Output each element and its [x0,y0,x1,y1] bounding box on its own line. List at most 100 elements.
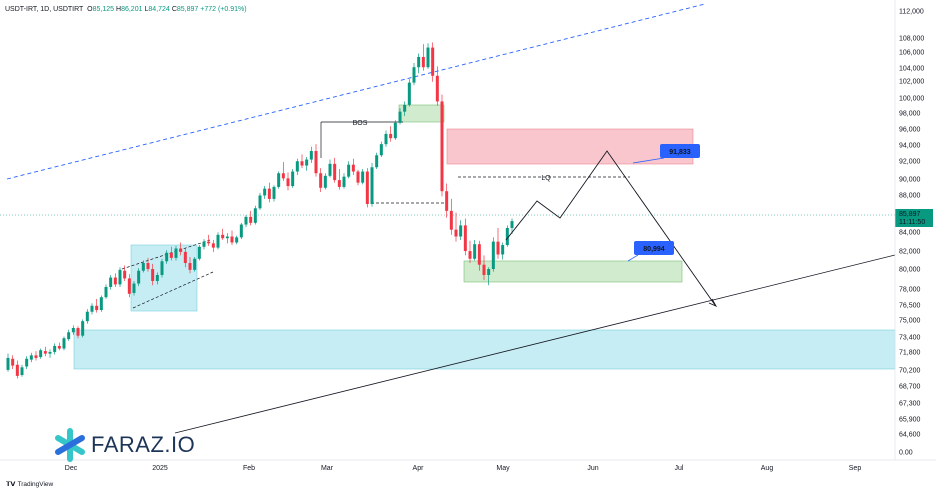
candle-body [155,274,159,281]
candle-body [225,236,229,239]
candle-body [431,47,435,76]
y-tick-label: 0.00 [899,450,913,457]
y-tick-label: 102,000 [899,79,924,86]
candle-body [235,237,239,243]
projection-path [505,150,716,306]
candle-body [137,270,141,284]
candle-body [417,56,421,68]
supply-zone [446,128,694,165]
candle-body [249,216,253,223]
candle-body [113,277,117,285]
candle-body [333,163,337,181]
candle-body [300,161,304,166]
candle-body [501,245,505,255]
candle-body [221,234,225,239]
candle-body [393,122,397,139]
y-tick-label: 88,000 [899,193,921,200]
candle-body [81,321,85,336]
candle-body [244,216,248,225]
candle-body [216,234,220,248]
faraz-logo: FARAZ.IO [53,427,195,463]
candle-body [384,133,388,145]
candle-body [319,173,323,188]
candle-body [29,355,33,360]
y-tick-label: 68,700 [899,384,921,391]
candle-body [426,47,430,68]
candle-body [76,327,80,336]
y-tick-label: 70,200 [899,368,921,375]
candle-body [281,173,285,179]
candle-body [365,171,369,205]
current-price-countdown: 11:11:50 [899,219,925,226]
candle-body [370,167,374,205]
target-high-label-pointer [632,157,665,164]
candle-body [505,227,509,246]
candle-body [202,241,206,247]
candle-body [463,225,467,252]
lq-label: LQ [541,175,551,182]
candle-body [146,263,150,269]
candle-body [239,224,243,238]
y-tick-label: 100,000 [899,96,924,103]
candle-body [323,175,327,188]
candle-body [160,261,164,275]
candle-body [305,159,309,166]
tradingview-label: TradingView [17,481,54,488]
candle-body [39,350,43,358]
candle-body [328,163,332,176]
candle-body [211,243,215,248]
candle-body [440,101,444,192]
y-tick-label: 75,000 [899,318,921,325]
candle-body [34,355,38,358]
y-tick-label: 96,000 [899,127,921,134]
y-tick-label: 112,000 [899,9,924,16]
candle-body [6,357,10,370]
target-low-label-pointer [627,254,639,262]
y-tick-label: 104,000 [899,66,924,73]
candle-body [356,171,360,183]
y-tick-label: 73,400 [899,335,921,342]
faraz-logo-text: FARAZ.IO [91,432,196,457]
target-high-label-text: 91,833 [669,149,691,156]
ohlc-value-c: 85,897 [176,6,199,13]
tradingview-footer[interactable]: 𝗧𝗩 TradingView [6,480,53,488]
candle-body [459,225,463,237]
ohlc-key-c: C [171,6,177,13]
y-tick-label: 67,300 [899,401,921,408]
cyan-flag-zone [130,244,198,312]
bos-label: BOS [353,120,368,127]
candle-body [99,297,103,311]
candle-body [174,248,178,258]
candle-body [351,164,355,172]
candle-body [179,248,183,252]
projection-arrowhead [708,298,718,307]
candle-body [141,263,145,271]
y-tick-label: 94,000 [899,143,921,150]
x-tick-label: Jul [675,465,684,472]
cyan-support-zone [73,329,896,370]
candle-body [295,161,299,172]
candle-body [412,67,416,83]
candle-body [104,286,108,298]
y-tick-label: 92,000 [899,159,921,166]
candle-body [95,305,99,311]
candle-body [482,264,486,275]
candle-body [454,229,458,237]
upper-channel-line [6,3,706,180]
candle-body [496,241,500,255]
x-tick-label: Jun [587,465,598,472]
candle-body [286,178,290,187]
candle-body [375,155,379,168]
candle-body [20,367,24,376]
target-low-label-text: 80,994 [643,246,665,253]
y-tick-label: 106,000 [899,50,924,57]
chart-header: USDT-IRT, 1D, USDTIRT O85,125 H86,201 L84,… [5,6,247,13]
current-price-tag [895,209,933,227]
ohlc-value-h: 86,201 [121,6,143,13]
candle-body [347,164,351,177]
y-tick-label: 98,000 [899,111,921,118]
candle-body [127,278,131,294]
rising-trendline [174,254,896,434]
candle-body [48,351,52,354]
